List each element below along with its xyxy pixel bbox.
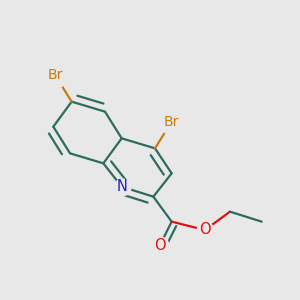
Text: Br: Br xyxy=(164,115,179,129)
Text: O: O xyxy=(154,238,166,253)
Text: Br: Br xyxy=(47,68,63,82)
Text: O: O xyxy=(199,223,211,238)
Text: N: N xyxy=(116,179,127,194)
